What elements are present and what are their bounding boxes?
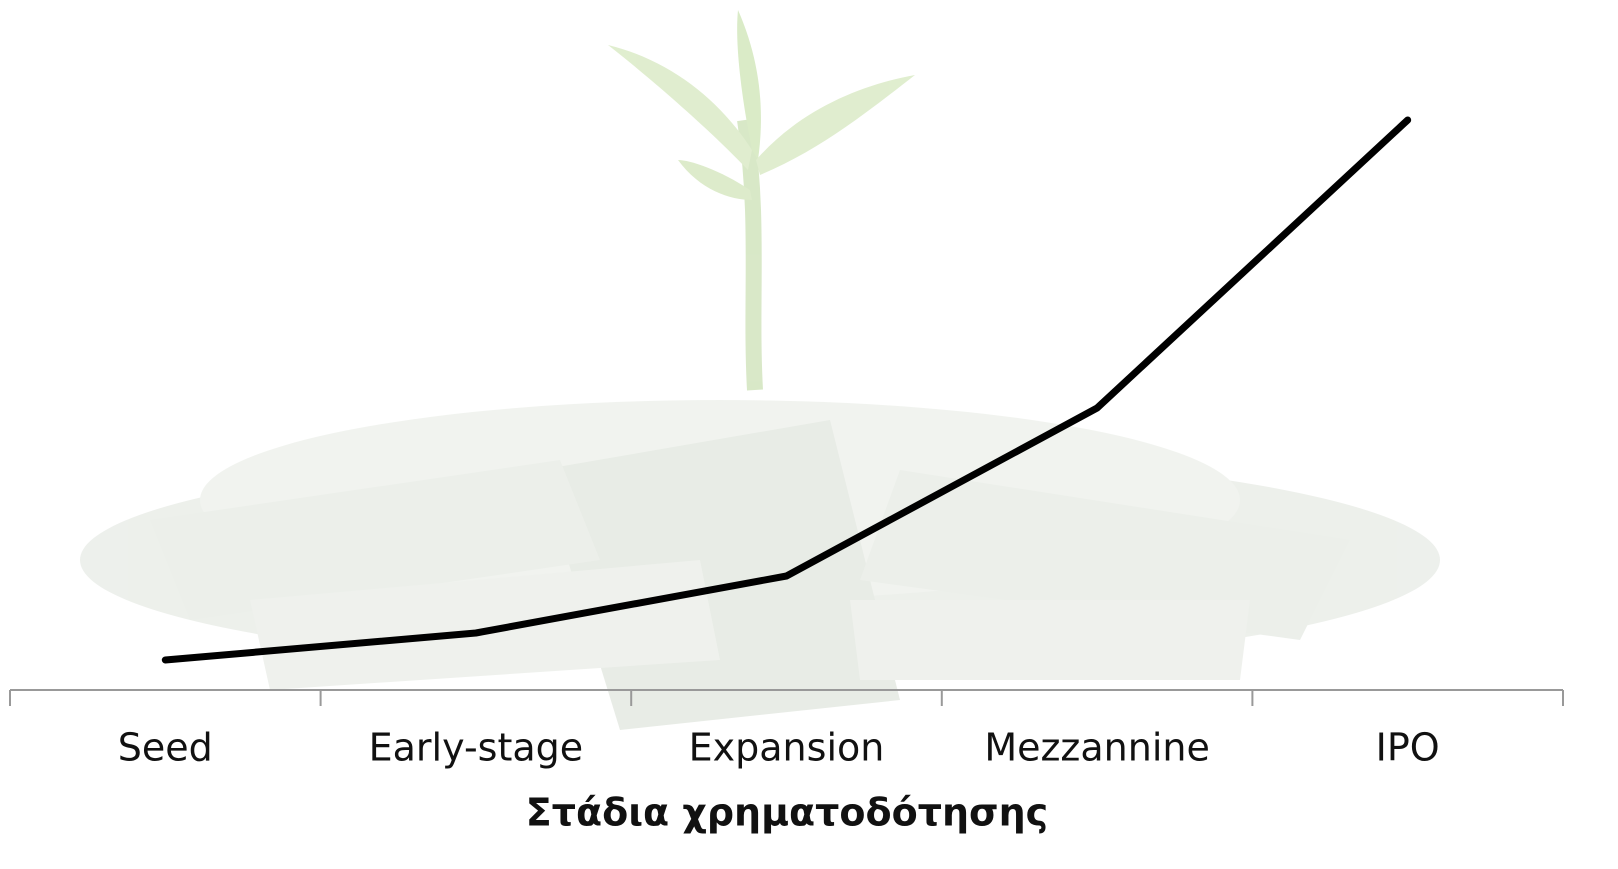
background-illustration xyxy=(80,10,1440,730)
x-tick-label: Mezzannine xyxy=(984,726,1210,770)
x-tick-label: Early-stage xyxy=(369,726,584,770)
x-axis-title: Στάδια χρηματοδότησης xyxy=(526,791,1048,835)
x-tick-label: Seed xyxy=(118,726,213,770)
x-tick-label: IPO xyxy=(1376,726,1440,770)
x-tick-label: Expansion xyxy=(689,726,885,770)
chart: Στάδια χρηματοδότησης Seed Early-stage Exp… xyxy=(0,0,1618,869)
